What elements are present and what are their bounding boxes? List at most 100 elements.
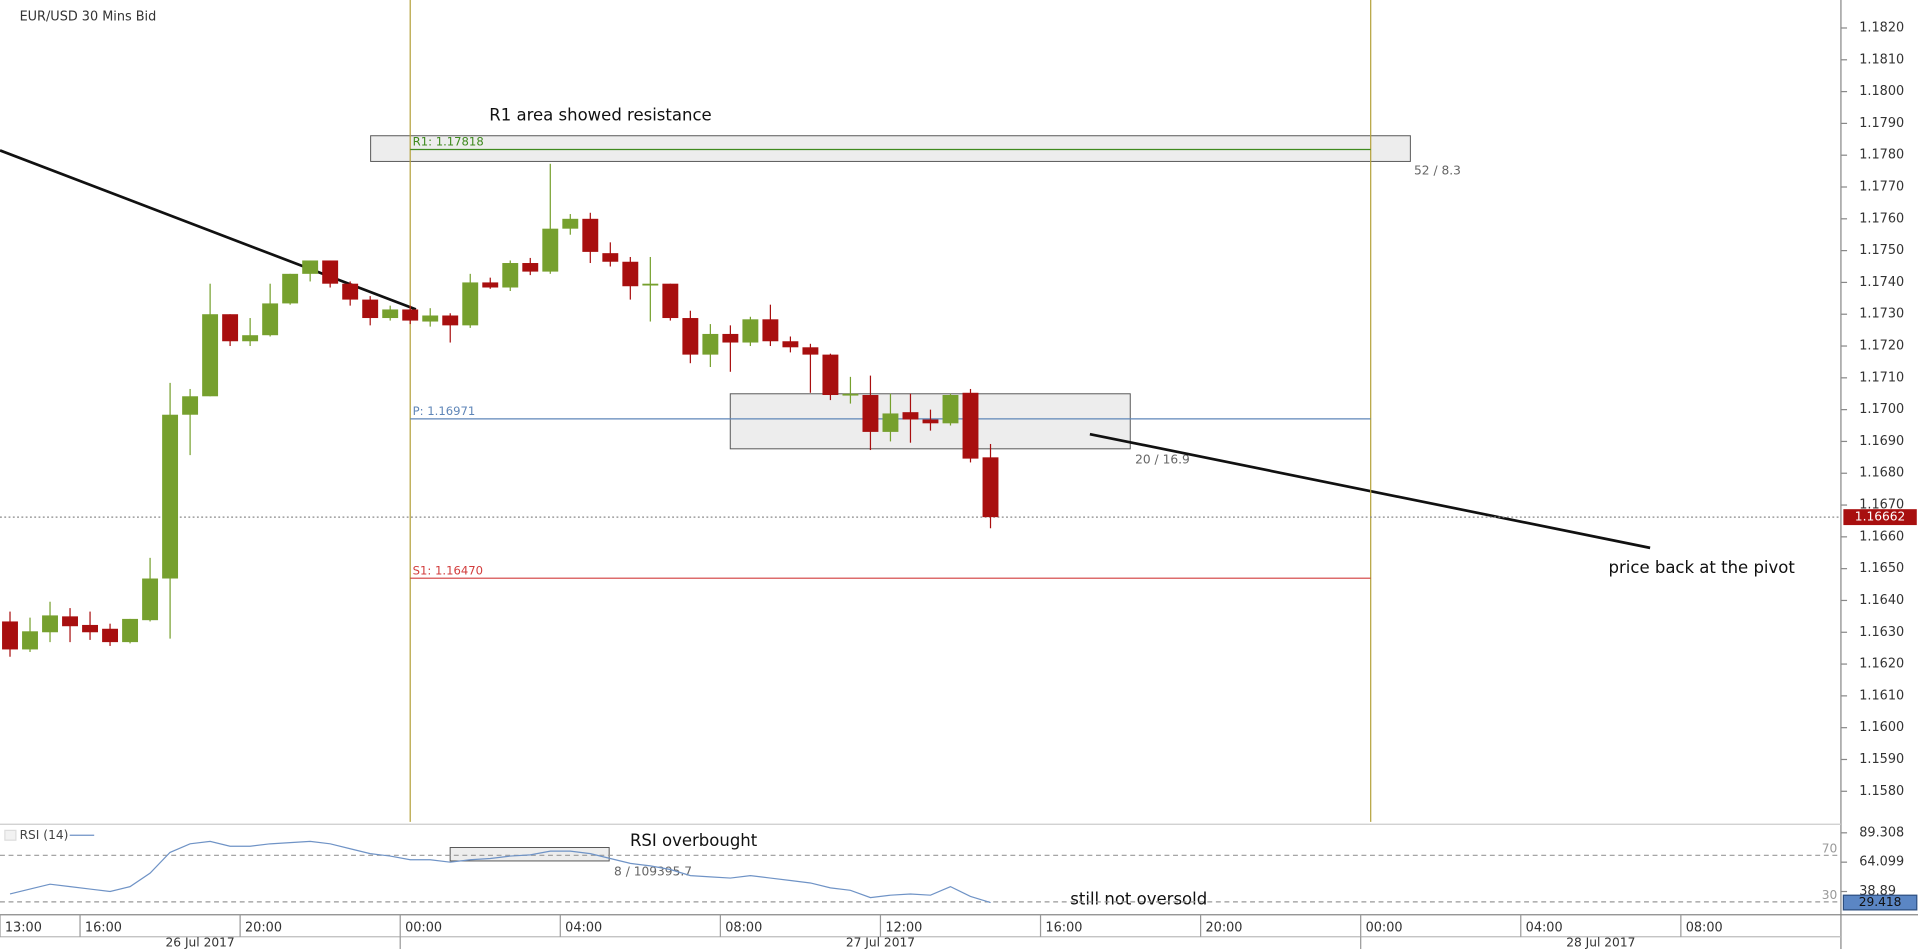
candle-body xyxy=(502,263,519,288)
chart-title: EUR/USD 30 Mins Bid xyxy=(20,10,157,25)
candle-body xyxy=(982,457,999,518)
y-tick-label: 1.1690 xyxy=(1859,434,1904,449)
candle-body xyxy=(162,414,179,579)
box-label: 52 / 8.3 xyxy=(1414,164,1461,178)
rsi-last-label: 29.418 xyxy=(1859,895,1902,909)
y-tick-label: 1.1680 xyxy=(1859,466,1904,481)
candle-body xyxy=(662,283,679,319)
x-tick-label: 00:00 xyxy=(1366,921,1403,936)
rsi-tick-label: 64.099 xyxy=(1859,855,1904,870)
candle-body xyxy=(242,335,259,342)
y-tick-label: 1.1650 xyxy=(1859,561,1904,576)
y-tick-label: 1.1660 xyxy=(1859,529,1904,544)
y-tick-label: 1.1630 xyxy=(1859,625,1904,640)
x-tick-label: 12:00 xyxy=(885,921,922,936)
candle-body xyxy=(962,392,979,459)
x-tick-label: 16:00 xyxy=(85,921,122,936)
candle-body xyxy=(842,393,859,396)
candle-body xyxy=(302,260,319,274)
rsi-title: RSI (14) xyxy=(20,828,69,842)
pivot-label: S1: 1.16470 xyxy=(413,563,483,577)
candle-body xyxy=(422,315,439,322)
y-tick-label: 1.1640 xyxy=(1859,593,1904,608)
candle-body xyxy=(922,419,939,424)
candle-body xyxy=(582,218,599,252)
candle-body xyxy=(822,354,839,396)
candle-body xyxy=(102,628,119,643)
candle-body xyxy=(122,618,139,643)
y-tick-label: 1.1710 xyxy=(1859,370,1904,385)
candle-body xyxy=(322,260,339,284)
candle-body xyxy=(382,309,399,319)
trend-line xyxy=(0,149,417,311)
candle-body xyxy=(782,341,799,348)
candle-body xyxy=(82,624,98,633)
rsi-level-label: 30 xyxy=(1822,888,1838,902)
candle-body xyxy=(542,228,559,272)
candle-body xyxy=(62,616,78,627)
last-price-box xyxy=(1843,509,1917,526)
last-price-label: 1.16662 xyxy=(1855,510,1906,524)
x-tick-label: 20:00 xyxy=(245,921,282,936)
candle-body xyxy=(882,413,899,432)
x-tick-label: 20:00 xyxy=(1206,921,1243,936)
candle-body xyxy=(442,315,459,326)
date-label: 27 Jul 2017 xyxy=(846,935,915,949)
rsi-line xyxy=(9,840,991,904)
y-tick-label: 1.1780 xyxy=(1859,148,1904,163)
x-tick-label: 04:00 xyxy=(1526,921,1563,936)
y-tick-label: 1.1720 xyxy=(1859,339,1904,354)
annotation: RSI overbought xyxy=(630,831,758,850)
candle-body xyxy=(622,261,639,287)
y-tick-label: 1.1760 xyxy=(1859,211,1904,226)
y-tick-label: 1.1750 xyxy=(1859,243,1904,258)
box-label: 8 / 109395.7 xyxy=(614,864,692,878)
annotation: price back at the pivot xyxy=(1609,558,1796,577)
candle-body xyxy=(862,395,879,432)
y-tick-label: 1.1800 xyxy=(1859,84,1904,99)
x-tick-label: 08:00 xyxy=(1686,921,1723,936)
candle-body xyxy=(602,253,619,262)
y-tick-label: 1.1670 xyxy=(1859,498,1904,513)
candle-body xyxy=(942,395,959,424)
candle-body xyxy=(22,631,38,650)
x-tick-label: 13:00 xyxy=(5,921,42,936)
candle-body xyxy=(402,309,419,321)
legend-box xyxy=(4,829,17,841)
x-tick-label: 04:00 xyxy=(565,921,602,936)
candle-body xyxy=(742,319,759,343)
y-tick-label: 1.1610 xyxy=(1859,688,1904,703)
candle-body xyxy=(642,283,659,286)
trend-line xyxy=(1089,432,1651,550)
y-tick-label: 1.1740 xyxy=(1859,275,1904,290)
candle-body xyxy=(762,319,779,342)
candle-body xyxy=(462,282,479,326)
annotation: R1 area showed resistance xyxy=(489,106,711,125)
pivot-label: P: 1.16971 xyxy=(413,404,476,418)
y-tick-label: 1.1580 xyxy=(1859,784,1904,799)
rsi-last-box xyxy=(1842,894,1918,911)
candle-body xyxy=(142,578,159,621)
candle-body xyxy=(722,333,739,343)
candle-body xyxy=(282,273,299,304)
candle-body xyxy=(202,314,219,397)
pivot-label: R1: 1.17818 xyxy=(413,135,484,149)
rsi-level-label: 70 xyxy=(1822,842,1838,856)
candle-body xyxy=(182,396,199,415)
candle-body xyxy=(222,314,239,342)
y-tick-label: 1.1620 xyxy=(1859,657,1904,672)
y-tick-label: 1.1820 xyxy=(1859,20,1904,35)
candle-body xyxy=(2,621,18,650)
candle-body xyxy=(682,318,699,355)
candle-body xyxy=(42,615,58,633)
y-tick-label: 1.1810 xyxy=(1859,52,1904,67)
x-tick-label: 08:00 xyxy=(725,921,762,936)
candle-body xyxy=(482,282,499,288)
y-tick-label: 1.1590 xyxy=(1859,752,1904,767)
candle-body xyxy=(522,263,539,272)
candle-body xyxy=(342,283,359,300)
annotation: still not oversold xyxy=(1070,890,1207,909)
candle-body xyxy=(362,299,379,319)
